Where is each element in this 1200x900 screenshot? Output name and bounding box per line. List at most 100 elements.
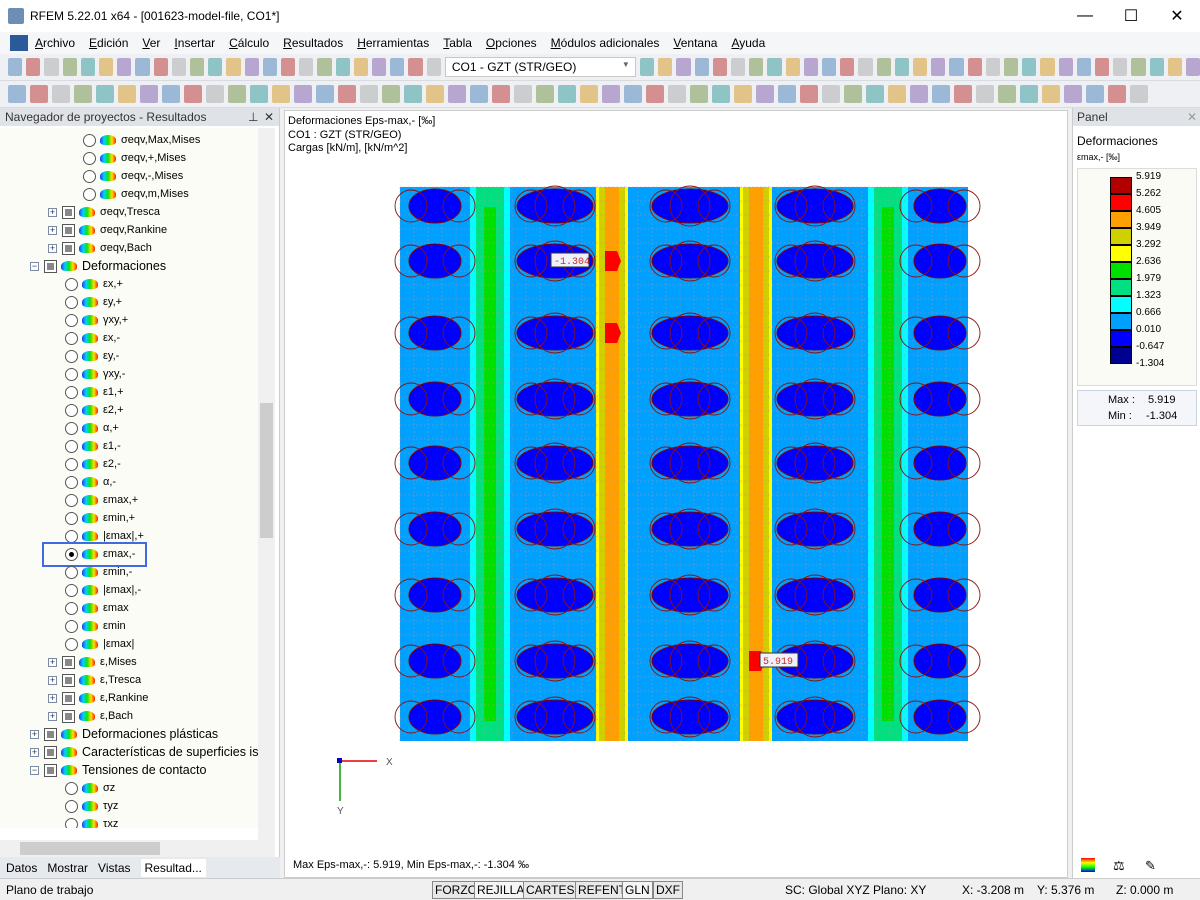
tree-item[interactable]: |εmax|,- (65, 581, 141, 599)
legend-icon[interactable] (1081, 858, 1095, 872)
toolbar-tool-icon[interactable] (162, 85, 180, 103)
toolbar-tool-icon[interactable] (1076, 58, 1091, 76)
toolbar-tool-icon[interactable] (99, 58, 114, 76)
toolbar-tool-icon[interactable] (52, 85, 70, 103)
menu-9[interactable]: Módulos adicionales (550, 36, 660, 50)
toolbar-tool-icon[interactable] (624, 85, 642, 103)
dxf-button[interactable]: DXF (653, 881, 683, 899)
close-button[interactable]: ✕ (1170, 8, 1184, 25)
menu-8[interactable]: Opciones (485, 36, 537, 50)
toolbar-tool-icon[interactable] (74, 85, 92, 103)
toolbar-tool-icon[interactable] (390, 58, 405, 76)
expand-toggle[interactable]: + (48, 710, 57, 721)
toolbar-tool-icon[interactable] (118, 85, 136, 103)
toolbar-tool-icon[interactable] (8, 58, 23, 76)
toolbar-tool-icon[interactable] (558, 85, 576, 103)
model-view[interactable]: Deformaciones Eps-max,- [‰] CO1 : GZT (S… (284, 110, 1068, 878)
tab-resultados[interactable]: Resultad... (140, 858, 206, 877)
toolbar-tool-icon[interactable] (1040, 58, 1055, 76)
radio-button[interactable] (65, 349, 78, 363)
radio-button[interactable] (83, 133, 96, 147)
toolbar-tool-icon[interactable] (44, 58, 59, 76)
toolbar-tool-icon[interactable] (954, 85, 972, 103)
tree-item[interactable]: εmin,+ (65, 509, 135, 527)
expand-toggle[interactable]: − (30, 764, 39, 775)
tree-item[interactable]: σeqv,Max,Mises (83, 131, 200, 149)
toolbar-tool-icon[interactable] (353, 58, 369, 76)
toolbar-tool-icon[interactable] (668, 85, 686, 103)
toolbar-tool-icon[interactable] (1131, 58, 1146, 76)
tree-item[interactable]: σz (65, 779, 115, 797)
tree-item[interactable]: |εmax|,+ (65, 527, 144, 545)
expand-toggle[interactable]: + (48, 242, 57, 253)
tree-item[interactable]: γxy,+ (65, 311, 128, 329)
toolbar-tool-icon[interactable] (1022, 58, 1037, 76)
tree-item[interactable]: + σeqv,Tresca (48, 203, 160, 221)
tree-item[interactable]: εx,- (65, 329, 120, 347)
expand-toggle[interactable]: + (48, 206, 57, 217)
expand-toggle[interactable]: + (48, 656, 57, 667)
menu-4[interactable]: Cálculo (229, 36, 270, 50)
checkbox[interactable] (62, 691, 75, 705)
toolbar-tool-icon[interactable] (822, 85, 840, 103)
tree-item[interactable]: − Deformaciones (30, 257, 166, 275)
scrollbar-thumb[interactable] (20, 842, 160, 855)
menu-3[interactable]: Insertar (174, 36, 216, 50)
menu-10[interactable]: Ventana (673, 36, 718, 50)
toolbar-tool-icon[interactable] (404, 85, 422, 103)
tree-item[interactable]: εmax,+ (65, 491, 138, 509)
tree-item[interactable]: εmin,- (65, 563, 132, 581)
maximize-button[interactable]: ☐ (1123, 8, 1139, 25)
toolbar-tool-icon[interactable] (281, 58, 296, 76)
radio-button[interactable] (83, 187, 96, 201)
menu-2[interactable]: Ver (142, 36, 161, 50)
toolbar-tool-icon[interactable] (730, 58, 746, 76)
toolbar-tool-icon[interactable] (866, 85, 884, 103)
toolbar-tool-icon[interactable] (931, 58, 946, 76)
toolbar-tool-icon[interactable] (382, 85, 400, 103)
tree-item[interactable]: α,- (65, 473, 116, 491)
tree-item[interactable]: τxz (65, 815, 118, 828)
forzc-button[interactable]: FORZC (432, 881, 480, 899)
tree-item[interactable]: |εmax| (65, 635, 134, 653)
toolbar-tool-icon[interactable] (1086, 85, 1104, 103)
toolbar-tool-icon[interactable] (894, 58, 909, 76)
tree-item[interactable]: + σeqv,Bach (48, 239, 152, 257)
toolbar-tool-icon[interactable] (62, 58, 77, 76)
checkbox[interactable] (62, 673, 75, 687)
tree-item[interactable]: εmax (65, 599, 129, 617)
tree-item[interactable]: εy,- (65, 347, 119, 365)
toolbar-tool-icon[interactable] (658, 58, 673, 76)
radio-button[interactable] (65, 313, 78, 327)
pen-icon[interactable]: ✎ (1145, 858, 1156, 873)
tree-item[interactable]: ε1,- (65, 437, 121, 455)
toolbar-tool-icon[interactable] (184, 85, 202, 103)
toolbar-tool-icon[interactable] (844, 85, 862, 103)
toolbar-tool-icon[interactable] (1113, 58, 1128, 76)
radio-button[interactable] (65, 781, 78, 795)
toolbar-tool-icon[interactable] (800, 85, 818, 103)
toolbar-tool-icon[interactable] (749, 58, 764, 76)
radio-button[interactable] (65, 367, 78, 381)
radio-button[interactable] (65, 529, 78, 543)
toolbar-tool-icon[interactable] (985, 58, 1000, 76)
tree-item[interactable]: + Deformaciones plásticas (30, 725, 218, 743)
toolbar-tool-icon[interactable] (910, 85, 928, 103)
tree-item[interactable]: + ε,Tresca (48, 671, 141, 689)
toolbar-tool-icon[interactable] (1020, 85, 1038, 103)
toolbar-tool-icon[interactable] (694, 58, 709, 76)
toolbar-tool-icon[interactable] (426, 58, 441, 76)
tree-item[interactable]: ε2,+ (65, 401, 124, 419)
toolbar-tool-icon[interactable] (646, 85, 664, 103)
tab-vistas[interactable]: Vistas (98, 860, 131, 875)
toolbar-tool-icon[interactable] (1108, 85, 1126, 103)
expand-toggle[interactable]: + (48, 224, 57, 235)
toolbar-tool-icon[interactable] (335, 58, 350, 76)
toolbar-tool-icon[interactable] (912, 58, 928, 76)
horizontal-scrollbar[interactable] (0, 840, 275, 857)
toolbar-tool-icon[interactable] (272, 85, 290, 103)
radio-button[interactable] (65, 421, 78, 435)
toolbar-tool-icon[interactable] (514, 85, 532, 103)
toolbar-tool-icon[interactable] (226, 58, 241, 76)
pin-icon[interactable]: ⊥ (248, 110, 259, 124)
